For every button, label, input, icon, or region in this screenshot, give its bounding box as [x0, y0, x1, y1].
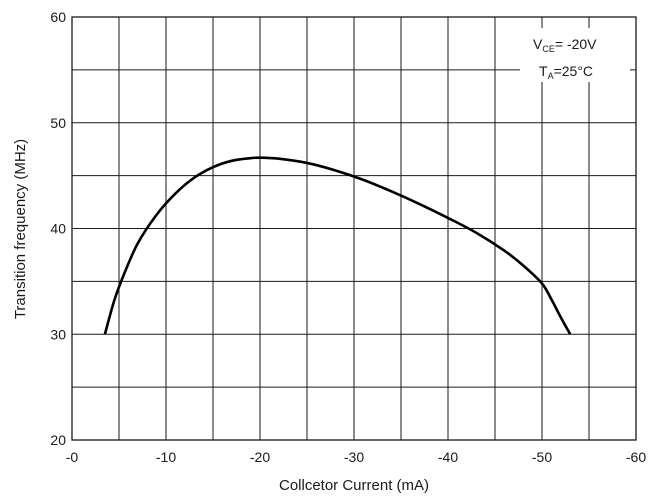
vce-annotation: VCE= -20V: [533, 36, 597, 54]
plot-frame: [71, 16, 637, 441]
y-tick-label: 50: [50, 115, 66, 131]
ta-subscript: A: [548, 71, 554, 81]
y-tick-label: 60: [50, 9, 66, 25]
y-tick-label: 40: [50, 221, 66, 237]
condition-annotation: VCE= -20V TA=25°C: [520, 28, 630, 82]
ta-symbol: T: [539, 63, 548, 79]
x-tick-label: -10: [156, 449, 176, 465]
ta-annotation: TA=25°C: [539, 63, 593, 81]
x-tick-label: -50: [532, 449, 552, 465]
x-tick-label: -20: [250, 449, 270, 465]
vce-symbol: V: [533, 36, 543, 52]
series-layer: [103, 156, 572, 335]
vce-subscript: CE: [542, 44, 555, 54]
annotation-background: [520, 28, 630, 82]
x-tick-label: -0: [66, 449, 79, 465]
series-line-0: [103, 156, 572, 335]
x-tick-label: -30: [344, 449, 364, 465]
ta-value: =25°C: [554, 63, 593, 79]
x-axis-label: Collcetor Current (mA): [279, 477, 429, 494]
vce-value: = -20V: [555, 36, 597, 52]
y-axis-label: Transition frequency (MHz): [12, 139, 29, 319]
tick-labels: -0 -10 -20 -30 -40 -50 -60 20 30 40 50 60: [50, 9, 646, 465]
y-tick-label: 20: [50, 432, 66, 448]
x-tick-label: -60: [626, 449, 646, 465]
y-tick-label: 30: [50, 326, 66, 342]
x-tick-label: -40: [438, 449, 458, 465]
